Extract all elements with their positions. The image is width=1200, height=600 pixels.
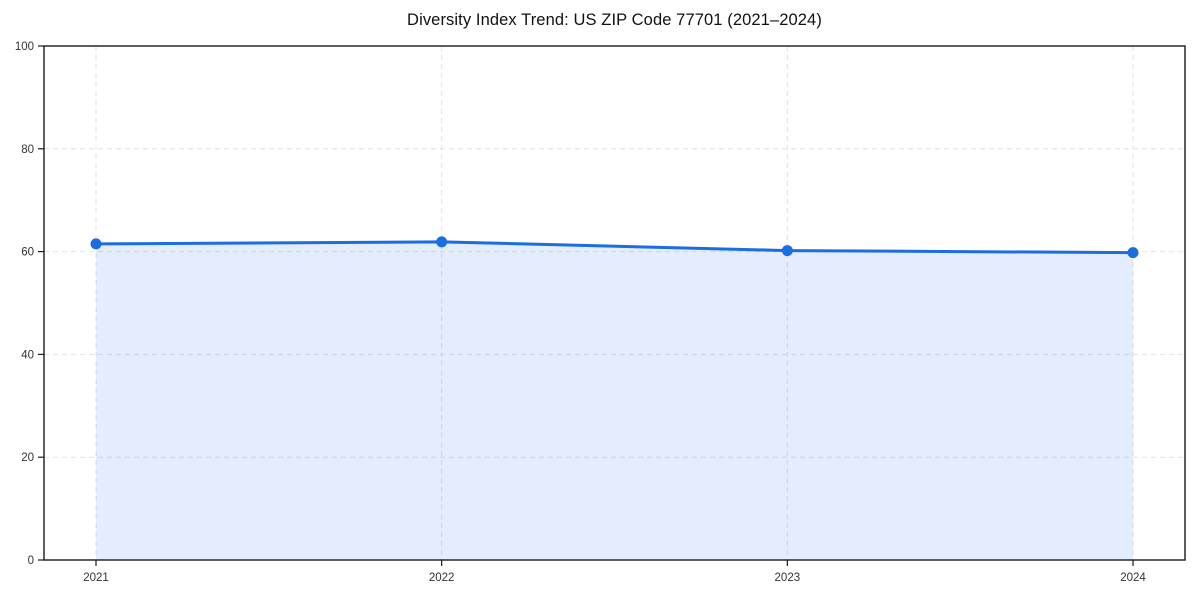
x-tick-label-2023: 2023 [775, 572, 801, 584]
y-tick-label-80: 80 [21, 144, 34, 156]
data-point-2021 [90, 238, 102, 250]
trend-line [94, 240, 1135, 255]
x-gridlines [95, 46, 1134, 560]
area-fill [96, 241, 1133, 561]
y-tick-label-100: 100 [15, 41, 34, 53]
y-tick-label-20: 20 [21, 452, 34, 464]
x-tick-label-2024: 2024 [1120, 572, 1146, 584]
x-axis-ticks: 2021 2022 2023 2024 [83, 560, 1146, 584]
data-points [90, 236, 1139, 259]
y-tick-label-0: 0 [28, 555, 34, 567]
chart-title: Diversity Index Trend: US ZIP Code 77701… [407, 11, 822, 29]
data-point-2022 [436, 236, 448, 248]
data-point-2024 [1127, 247, 1139, 259]
y-axis-ticks: 0 20 40 60 80 100 [15, 41, 44, 567]
y-tick-label-60: 60 [21, 247, 34, 259]
data-point-2023 [781, 245, 793, 257]
y-tick-label-40: 40 [21, 349, 34, 361]
x-tick-label-2022: 2022 [429, 572, 455, 584]
plot-border [43, 45, 1186, 561]
x-tick-label-2021: 2021 [83, 572, 109, 584]
